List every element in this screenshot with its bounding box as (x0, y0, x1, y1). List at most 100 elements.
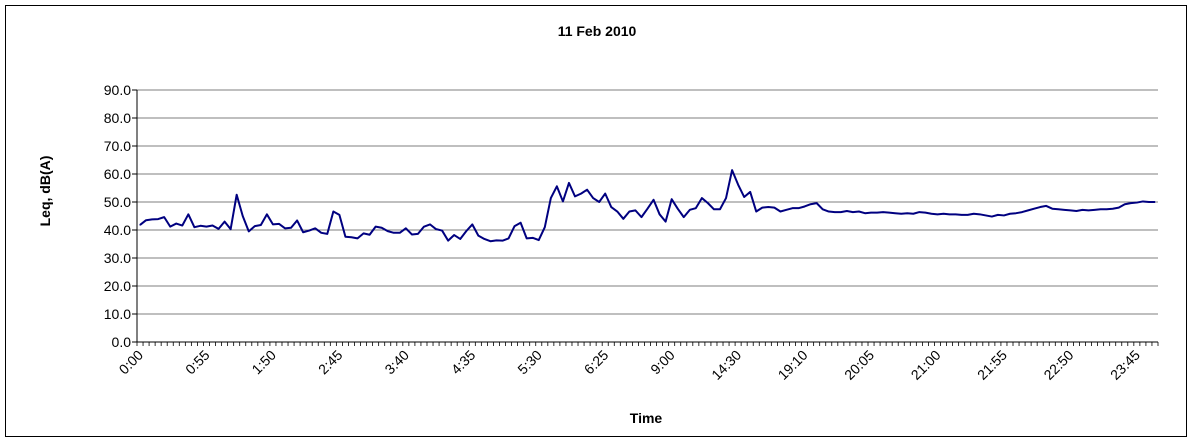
data-point (803, 205, 806, 208)
data-point (375, 226, 377, 228)
data-point (441, 229, 443, 232)
data-point (1033, 208, 1035, 210)
data-point (520, 222, 522, 224)
y-tick-labels: 0.0 10.0 20.0 30.0 40.0 50.0 60.0 70.0 80.0 90.0 (104, 82, 131, 350)
data-point (948, 213, 951, 215)
x-tick-label: 1:50 (248, 347, 279, 378)
data-point (381, 227, 383, 229)
data-point (888, 212, 890, 214)
data-point (616, 210, 618, 213)
data-point (272, 223, 274, 225)
data-point (556, 185, 558, 187)
data-point (628, 210, 630, 213)
x-tick-labels: 0:00 0:55 1:50 2:45 3:40 4:35 5:30 6:25 9:00 14:3… (116, 347, 1144, 383)
data-point (260, 224, 262, 226)
data-point (828, 210, 830, 213)
gridlines (137, 89, 1158, 315)
x-tick-label: 19:10 (775, 347, 811, 383)
x-tick-label: 21:55 (974, 347, 1010, 383)
data-point (423, 226, 425, 228)
data-point (393, 232, 395, 234)
data-point (677, 208, 679, 210)
data-point (604, 193, 606, 195)
x-tick-label: 21:00 (908, 347, 944, 383)
x-tick-label: 22:50 (1040, 347, 1076, 383)
y-tick-label: 70.0 (104, 138, 131, 154)
data-point (586, 189, 588, 191)
data-point (1081, 209, 1084, 211)
data-point (1057, 208, 1059, 210)
data-point (997, 214, 999, 216)
data-point (936, 213, 939, 215)
data-point (465, 230, 467, 232)
data-point (882, 211, 884, 213)
data-point (979, 213, 981, 215)
data-point (749, 191, 751, 193)
data-point (1154, 201, 1156, 203)
x-tick-label: 4:35 (448, 347, 479, 378)
data-point (501, 240, 504, 242)
data-point (773, 207, 775, 209)
data-point (1106, 208, 1108, 210)
data-point (900, 213, 902, 215)
x-tick-label: 5:30 (514, 347, 545, 378)
data-point (961, 214, 963, 216)
y-tick-label: 20.0 (104, 278, 131, 294)
y-axis-title: Leq, dB(A) (37, 156, 53, 227)
data-point (864, 212, 866, 214)
data-point (157, 218, 159, 220)
data-point (314, 227, 316, 229)
data-point (405, 227, 407, 229)
x-tick-label: 14:30 (708, 347, 744, 383)
data-point (368, 234, 371, 236)
data-point (779, 210, 782, 213)
series-line (139, 169, 1155, 243)
data-point (991, 215, 993, 218)
data-point (544, 226, 546, 228)
data-point (193, 226, 195, 228)
data-point (181, 224, 183, 227)
data-point (731, 169, 733, 171)
data-point (870, 212, 872, 214)
data-point (797, 207, 800, 209)
data-point (266, 213, 268, 215)
data-point (707, 202, 709, 204)
x-tick-label: 3:40 (381, 347, 412, 378)
data-point (634, 209, 637, 211)
x-tick-label: 0:00 (116, 347, 147, 378)
data-point (894, 212, 896, 214)
data-point (326, 233, 328, 235)
data-point (985, 214, 987, 217)
data-point (737, 184, 739, 186)
data-point (930, 213, 933, 215)
data-point (574, 195, 576, 197)
data-point (1069, 209, 1071, 211)
data-point (302, 231, 304, 233)
data-point (1136, 201, 1138, 204)
data-point (695, 207, 697, 209)
data-point (459, 238, 461, 240)
data-point (332, 210, 334, 213)
data-point (1112, 208, 1114, 210)
data-point (1009, 213, 1011, 215)
data-point (743, 196, 745, 198)
data-point (429, 223, 431, 225)
data-point (1003, 214, 1005, 217)
data-point (356, 237, 359, 239)
x-tick-label: 23:45 (1107, 347, 1143, 383)
data-point (562, 200, 564, 203)
data-point (495, 239, 498, 241)
axes (132, 89, 1159, 346)
data-point (683, 216, 685, 218)
data-point (810, 203, 812, 205)
data-point (852, 211, 854, 213)
data-point (489, 240, 492, 242)
data-point (320, 232, 322, 234)
data-point (1021, 211, 1023, 213)
data-point (1075, 210, 1078, 212)
data-point (139, 224, 141, 226)
data-point (785, 209, 788, 211)
data-point (526, 237, 528, 239)
data-point (224, 221, 226, 223)
